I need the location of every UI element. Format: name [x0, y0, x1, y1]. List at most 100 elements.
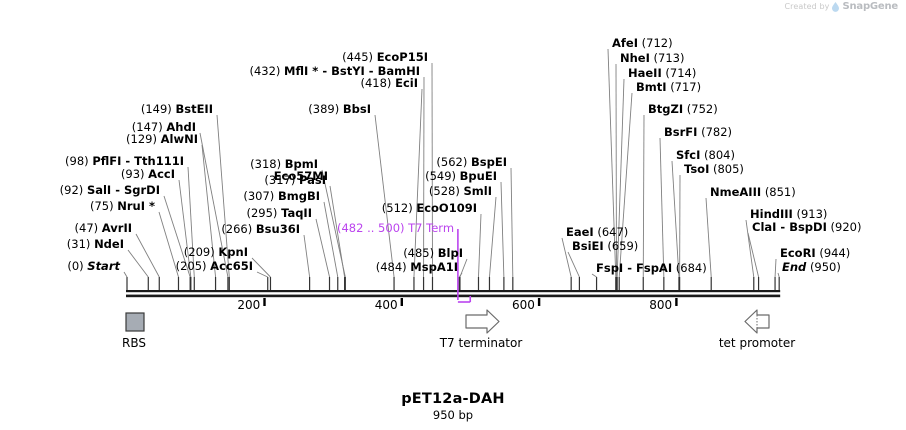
site-name: Bsu36I	[255, 222, 300, 236]
site-label-pasi[interactable]: (317) PasI	[264, 174, 326, 186]
site-label-ndei[interactable]: (31) NdeI	[67, 238, 124, 250]
site-name: AlwNI	[160, 132, 198, 146]
site-label-sfci[interactable]: SfcI (804)	[676, 149, 735, 161]
site-label-ecop15i[interactable]: (445) EcoP15I	[342, 51, 428, 63]
site-label-start[interactable]: (0) Start	[67, 260, 120, 272]
site-position: (782)	[701, 125, 733, 139]
site-label-smli[interactable]: (528) SmlI	[429, 185, 492, 197]
site-position: (129)	[126, 132, 157, 146]
page-title: pET12a-DAH	[401, 391, 505, 407]
site-name: SmlI	[463, 184, 493, 198]
site-label-bmgbi[interactable]: (307) BmgBI	[243, 190, 320, 202]
site-label-ecoo109i[interactable]: (512) EcoO109I	[382, 202, 477, 214]
site-position: (659)	[607, 239, 639, 253]
watermark-brand: SnapGene	[842, 1, 898, 12]
site-name: SfcI	[676, 148, 701, 162]
site-label-bsrfi[interactable]: BsrFI (782)	[664, 126, 732, 138]
site-position: (562)	[436, 155, 468, 169]
site-label-nhei[interactable]: NheI (713)	[620, 52, 684, 64]
site-label-bsu36i[interactable]: (266) Bsu36I	[221, 223, 300, 235]
site-label-afei[interactable]: AfeI (712)	[612, 37, 673, 49]
site-label-nmeaiii[interactable]: NmeAIII (851)	[710, 186, 796, 198]
site-position: (528)	[428, 184, 460, 198]
site-label-bpuei[interactable]: (549) BpuEI	[425, 170, 497, 182]
site-label-eaei[interactable]: EaeI (647)	[566, 226, 628, 238]
site-label-pflfi-tth111i[interactable]: (98) PflFI - Tth111I	[65, 155, 184, 167]
site-label-btgzi[interactable]: BtgZI (752)	[648, 103, 718, 115]
site-position: (512)	[381, 201, 413, 215]
site-label-end[interactable]: End (950)	[782, 261, 841, 273]
feature-annotation-t7-term[interactable]: (482 .. 500) T7 Term	[337, 222, 454, 234]
site-label-bsteii[interactable]: (149) BstEII	[141, 103, 213, 115]
site-name: Start	[87, 259, 120, 273]
site-position: (149)	[140, 102, 172, 116]
site-label-sali-sgrdi[interactable]: (92) SalI - SgrDI	[60, 184, 160, 196]
t7-term-range: (482 .. 500)	[337, 221, 405, 235]
site-position: (295)	[246, 206, 278, 220]
site-label-kpni[interactable]: (209) KpnI	[184, 246, 248, 258]
ruler-tick-400: 400	[374, 298, 398, 312]
site-name: KpnI	[218, 245, 248, 259]
t7-term-name: T7 Term	[408, 221, 455, 235]
site-position: (950)	[809, 260, 841, 274]
site-label-eco57mi[interactable]: Eco57MI	[274, 170, 328, 182]
site-position: (549)	[425, 169, 457, 183]
site-name: End	[782, 260, 807, 274]
site-position: (266)	[221, 222, 253, 236]
site-name: BmgBI	[277, 189, 320, 203]
site-label-acc65i[interactable]: (205) Acc65I	[176, 260, 253, 272]
site-position: (317)	[264, 173, 296, 187]
site-name: SalI - SgrDI	[86, 183, 160, 197]
site-label-mfli-bstyi-bamhi[interactable]: (432) MflI * - BstYI - BamHI	[249, 65, 420, 77]
site-name: BstEII	[175, 102, 213, 116]
site-label-bpmi[interactable]: (318) BpmI	[250, 158, 318, 170]
feature-label-rbs: RBS	[122, 336, 146, 350]
site-name: Acc65I	[210, 259, 253, 273]
site-label-taqii[interactable]: (295) TaqII	[246, 207, 312, 219]
site-position: (98)	[65, 154, 89, 168]
site-label-blpi[interactable]: (485) BlpI	[403, 247, 463, 259]
site-name: TsoI	[684, 162, 710, 176]
site-label-bmti[interactable]: BmtI (717)	[636, 81, 701, 93]
site-label-alwni[interactable]: (129) AlwNI	[126, 133, 198, 145]
site-name: PasI	[298, 173, 326, 187]
site-name: HindIII	[750, 207, 793, 221]
site-label-tsoi[interactable]: TsoI (805)	[684, 163, 744, 175]
site-label-mspa1i[interactable]: (484) MspA1I	[376, 261, 458, 273]
site-position: (717)	[670, 80, 702, 94]
feature-label-t7-terminator: T7 terminator	[439, 336, 523, 350]
site-position: (684)	[675, 261, 707, 275]
site-label-nrui[interactable]: (75) NruI *	[90, 200, 155, 212]
site-label-clai-bspdi[interactable]: ClaI - BspDI (920)	[752, 221, 861, 233]
site-label-ahdi[interactable]: (147) AhdI	[132, 121, 196, 133]
watermark-prefix: Created by	[784, 2, 830, 11]
site-label-acci[interactable]: (93) AccI	[121, 168, 175, 180]
site-position: (752)	[686, 102, 718, 116]
site-name: MflI * - BstYI - BamHI	[284, 64, 420, 78]
site-label-haeii[interactable]: HaeII (714)	[628, 67, 696, 79]
site-name: BpuEI	[459, 169, 497, 183]
site-position: (804)	[704, 148, 735, 162]
site-label-bbsi[interactable]: (389) BbsI	[308, 103, 371, 115]
site-name: BpmI	[284, 157, 318, 171]
site-name: EciI	[395, 76, 418, 90]
site-position: (714)	[665, 66, 697, 80]
site-position: (418)	[360, 76, 392, 90]
site-label-ecori[interactable]: EcoRI (944)	[780, 247, 850, 259]
site-position: (920)	[830, 220, 862, 234]
snapgene-drop-icon	[832, 1, 840, 12]
site-label-hindiii[interactable]: HindIII (913)	[750, 208, 827, 220]
site-name: EcoO109I	[416, 201, 477, 215]
site-label-avrii[interactable]: (47) AvrII	[75, 222, 132, 234]
site-label-ecii[interactable]: (418) EciI	[361, 77, 419, 89]
site-name: EcoRI	[780, 246, 816, 260]
site-position: (484)	[375, 260, 407, 274]
site-label-bspei[interactable]: (562) BspEI	[436, 156, 507, 168]
site-label-fspi-fspai[interactable]: FspI - FspAI (684)	[596, 262, 707, 274]
site-name: BbsI	[342, 102, 371, 116]
site-name: BsrFI	[664, 125, 698, 139]
site-name: BtgZI	[648, 102, 684, 116]
site-position: (209)	[183, 245, 215, 259]
site-label-bsiei[interactable]: BsiEI (659)	[572, 240, 638, 252]
site-name: PflFI - Tth111I	[92, 154, 184, 168]
